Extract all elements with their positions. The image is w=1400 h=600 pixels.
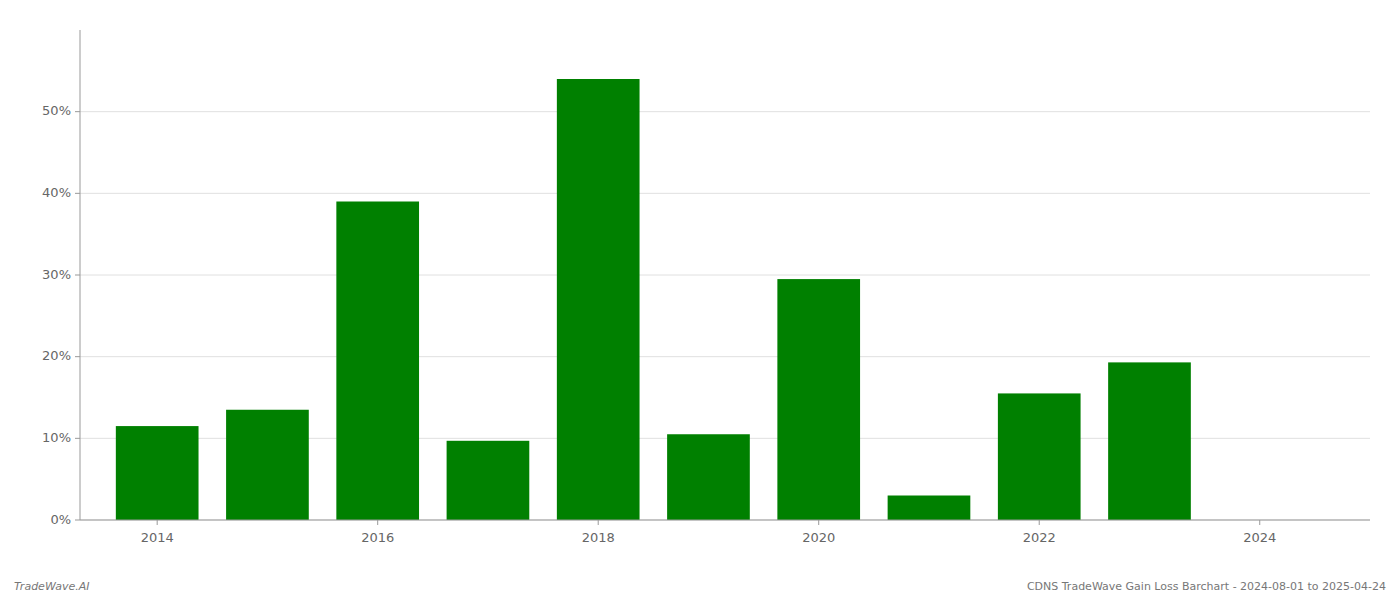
bar <box>557 79 640 520</box>
bar <box>777 279 860 520</box>
grid-line <box>80 193 1370 194</box>
x-axis: 2014 2016 2018 2020 2022 2024 <box>80 520 1370 545</box>
bar <box>998 393 1081 520</box>
y-tick-label: 0% <box>50 512 71 527</box>
chart-container: 0% 10% 20% 30% 40% 50% 2014 2016 2018 2020 2022 202… <box>0 0 1400 600</box>
y-tick-label: 50% <box>42 103 71 118</box>
y-tick <box>75 111 80 112</box>
bar <box>1108 362 1191 520</box>
y-tick <box>75 193 80 194</box>
y-tick-label: 40% <box>42 185 71 200</box>
bars <box>116 79 1191 520</box>
bar <box>116 426 199 520</box>
bar <box>447 441 530 520</box>
x-tick <box>598 520 599 525</box>
y-grid <box>80 112 1370 520</box>
footer-right: CDNS TradeWave Gain Loss Barchart - 2024… <box>1027 580 1386 593</box>
y-tick-label: 30% <box>42 267 71 282</box>
x-tick-label: 2016 <box>361 530 394 545</box>
x-tick-label: 2018 <box>582 530 615 545</box>
background <box>0 0 1400 600</box>
y-tick-label: 20% <box>42 348 71 363</box>
x-tick-label: 2022 <box>1023 530 1056 545</box>
bar <box>888 496 971 521</box>
x-tick <box>818 520 819 525</box>
y-axis: 0% 10% 20% 30% 40% 50% <box>42 30 80 527</box>
footer-left: TradeWave.AI <box>14 580 89 593</box>
grid-line <box>80 520 1370 521</box>
x-tick <box>1039 520 1040 525</box>
x-tick <box>377 520 378 525</box>
chart-svg: 0% 10% 20% 30% 40% 50% 2014 2016 2018 2020 2022 202… <box>0 0 1400 600</box>
x-tick-label: 2014 <box>141 530 174 545</box>
y-tick <box>75 275 80 276</box>
bar <box>226 410 309 520</box>
y-tick-label: 10% <box>42 430 71 445</box>
grid-line <box>80 356 1370 357</box>
y-tick <box>75 520 80 521</box>
bar <box>336 202 419 521</box>
y-tick <box>75 438 80 439</box>
grid-line <box>80 111 1370 112</box>
grid-line <box>80 275 1370 276</box>
x-axis-line <box>80 520 1370 521</box>
y-tick <box>75 356 80 357</box>
x-tick-label: 2024 <box>1243 530 1276 545</box>
x-tick <box>157 520 158 525</box>
x-tick <box>1259 520 1260 525</box>
bar <box>667 434 750 520</box>
x-tick-label: 2020 <box>802 530 835 545</box>
y-axis-line <box>80 30 81 520</box>
